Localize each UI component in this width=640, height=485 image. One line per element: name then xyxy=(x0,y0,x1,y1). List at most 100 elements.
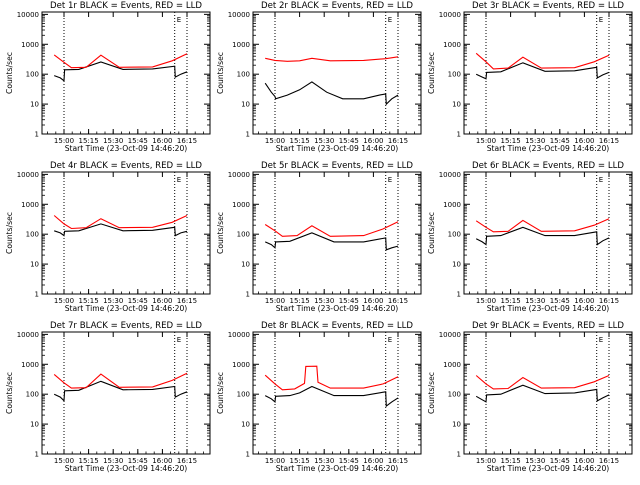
x-tick-label: 15:00 xyxy=(54,297,74,305)
panel-det-3r: Det 3r BLACK = Events, RED = LLD 1 10 100 10… xyxy=(427,1,633,153)
y-tick-label: 1 xyxy=(457,451,461,459)
x-tick-label: 15:15 xyxy=(79,297,99,305)
series-lld-line xyxy=(264,221,399,237)
x-axis-label: Start Time (23-Oct-09 14:46:20) xyxy=(276,464,399,473)
x-axis-label: Start Time (23-Oct-09 14:46:20) xyxy=(487,144,610,153)
x-tick-label: 16:15 xyxy=(388,137,408,145)
series-lld-line xyxy=(264,365,399,391)
event-marker-label: E xyxy=(599,176,603,184)
y-tick-label: 10000 xyxy=(228,171,250,179)
series-lld-line xyxy=(53,53,188,69)
y-tick-label: 10 xyxy=(30,421,39,429)
event-marker-label: E xyxy=(599,336,603,344)
panel-det-4r: Det 4r BLACK = Events, RED = LLD 1 10 100 10… xyxy=(5,161,211,313)
series-lld-line xyxy=(53,215,188,230)
event-marker-label: E xyxy=(388,336,392,344)
series-events-line xyxy=(54,223,188,237)
event-marker-label: E xyxy=(388,16,392,24)
y-tick-label: 100 xyxy=(26,71,39,79)
x-tick-label: 15:15 xyxy=(501,457,521,465)
x-tick-label: 15:45 xyxy=(339,457,359,465)
plot-frame xyxy=(41,11,211,135)
panel-det-1r: Det 1r BLACK = Events, RED = LLD 1 10 100 10… xyxy=(5,1,211,153)
x-tick-label: 15:15 xyxy=(290,297,310,305)
x-tick-label: 15:15 xyxy=(501,297,521,305)
x-tick-label: 16:00 xyxy=(152,137,172,145)
panel-det-5r: Det 5r BLACK = Events, RED = LLD 1 10 100 10… xyxy=(216,161,422,313)
x-tick-label: 16:15 xyxy=(599,457,619,465)
y-tick-label: 1000 xyxy=(443,361,461,369)
series-lld-line xyxy=(475,218,610,233)
x-tick-label: 16:15 xyxy=(177,457,197,465)
x-axis-label: Start Time (23-Oct-09 14:46:20) xyxy=(276,144,399,153)
x-tick-label: 15:00 xyxy=(54,457,74,465)
series-events-line xyxy=(475,226,610,246)
x-tick-label: 15:45 xyxy=(550,457,570,465)
x-tick-label: 15:30 xyxy=(103,457,123,465)
y-tick-label: 10 xyxy=(241,261,250,269)
x-tick-label: 15:00 xyxy=(265,297,285,305)
y-tick-label: 10 xyxy=(30,261,39,269)
event-marker-label: E xyxy=(388,176,392,184)
x-tick-label: 15:00 xyxy=(476,297,496,305)
x-tick-label: 15:45 xyxy=(128,297,148,305)
y-axis-label: Counts/sec xyxy=(5,52,14,94)
x-tick-label: 15:45 xyxy=(339,297,359,305)
series-events-line xyxy=(475,384,610,403)
plot-frame xyxy=(41,171,211,295)
x-tick-label: 16:00 xyxy=(574,297,594,305)
y-tick-label: 1 xyxy=(246,451,250,459)
x-tick-label: 16:00 xyxy=(152,457,172,465)
y-tick-label: 1 xyxy=(35,451,39,459)
series-events-line xyxy=(264,81,399,106)
x-tick-label: 15:30 xyxy=(314,297,334,305)
x-axis-label: Start Time (23-Oct-09 14:46:20) xyxy=(487,464,610,473)
x-tick-label: 16:15 xyxy=(388,297,408,305)
y-tick-label: 10000 xyxy=(439,11,461,19)
x-tick-label: 15:15 xyxy=(79,457,99,465)
y-axis-label: Counts/sec xyxy=(5,372,14,414)
y-tick-label: 10 xyxy=(452,101,461,109)
y-tick-label: 1000 xyxy=(21,201,39,209)
x-tick-label: 15:45 xyxy=(128,457,148,465)
y-tick-label: 10000 xyxy=(17,331,39,339)
y-tick-label: 1000 xyxy=(21,361,39,369)
y-tick-label: 10 xyxy=(452,421,461,429)
x-tick-label: 16:00 xyxy=(363,297,383,305)
panel-det-9r: Det 9r BLACK = Events, RED = LLD 1 10 100 10… xyxy=(427,321,633,473)
y-tick-label: 100 xyxy=(26,391,39,399)
x-tick-label: 15:30 xyxy=(314,457,334,465)
panel-title: Det 8r BLACK = Events, RED = LLD xyxy=(261,321,413,331)
x-axis-label: Start Time (23-Oct-09 14:46:20) xyxy=(487,304,610,313)
x-tick-label: 16:15 xyxy=(599,137,619,145)
x-tick-label: 15:30 xyxy=(314,137,334,145)
series-events-line xyxy=(54,61,188,82)
plot-frame xyxy=(41,331,211,455)
y-tick-label: 1000 xyxy=(232,361,250,369)
series-events-line xyxy=(475,62,610,80)
x-tick-label: 15:00 xyxy=(476,457,496,465)
y-axis-label: Counts/sec xyxy=(5,212,14,254)
x-tick-label: 16:15 xyxy=(388,457,408,465)
panel-title: Det 3r BLACK = Events, RED = LLD xyxy=(472,1,624,11)
series-lld-line xyxy=(265,56,399,62)
plot-frame xyxy=(252,11,422,135)
y-axis-label: Counts/sec xyxy=(427,212,436,254)
event-marker-label: E xyxy=(177,16,181,24)
x-tick-label: 15:15 xyxy=(290,137,310,145)
event-marker-label: E xyxy=(177,176,181,184)
x-tick-label: 15:15 xyxy=(501,137,521,145)
plot-frame xyxy=(463,11,633,135)
y-tick-label: 10000 xyxy=(439,171,461,179)
x-tick-label: 15:45 xyxy=(550,297,570,305)
y-tick-label: 100 xyxy=(26,231,39,239)
panel-title: Det 4r BLACK = Events, RED = LLD xyxy=(50,161,202,171)
y-tick-label: 1 xyxy=(246,291,250,299)
series-events-line xyxy=(264,232,399,251)
series-lld-line xyxy=(53,372,188,389)
y-tick-label: 10 xyxy=(30,101,39,109)
x-axis-label: Start Time (23-Oct-09 14:46:20) xyxy=(65,144,188,153)
series-lld-line xyxy=(475,52,610,70)
